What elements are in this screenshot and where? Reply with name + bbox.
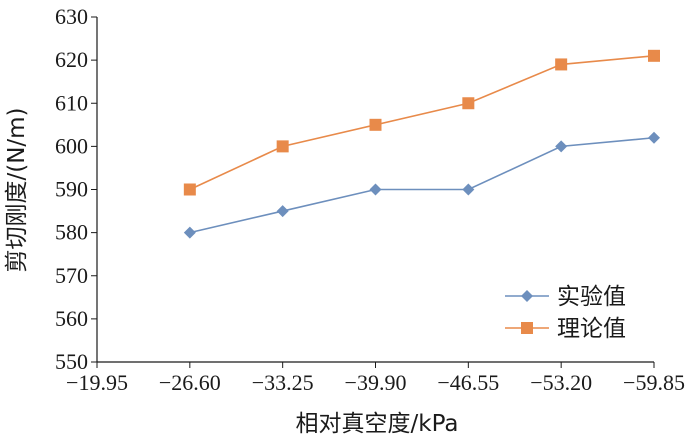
y-tick-label: 590 [55, 177, 88, 202]
legend-label: 理论值 [557, 316, 626, 342]
y-tick-label: 620 [55, 47, 88, 72]
x-tick-label: −53.20 [530, 370, 592, 395]
x-axis-ticks: −19.95 −26.60 −33.25 −39.90 −46.55 −53.20 −59.… [66, 362, 685, 395]
y-tick-label: 560 [55, 306, 88, 331]
data-point-diamond [648, 131, 660, 144]
y-axis-ticks: 550 560 570 580 590 600 610 620 630 [55, 4, 97, 374]
data-point-diamond [183, 226, 196, 239]
legend-marker-square [521, 322, 533, 334]
x-tick-label: −33.25 [252, 370, 314, 395]
series-line-2 [189, 55, 655, 191]
x-tick-label: −39.90 [345, 370, 407, 395]
y-axis-title: 剪切刚度/(N/m) [4, 107, 30, 272]
data-point-square [276, 140, 289, 153]
y-tick-label: 610 [55, 90, 88, 115]
data-point-square [648, 49, 660, 62]
x-tick-label: −19.95 [66, 370, 128, 395]
data-point-square [462, 97, 475, 110]
data-point-square [369, 118, 382, 131]
x-tick-label: −59.85 [623, 370, 685, 395]
y-tick-label: 600 [55, 133, 88, 158]
data-point-square [183, 183, 196, 196]
x-tick-label: −26.60 [159, 370, 221, 395]
y-tick-label: 630 [55, 4, 88, 29]
y-tick-label: 580 [55, 220, 88, 245]
data-point-diamond [462, 183, 475, 196]
data-point-square [555, 58, 568, 71]
y-tick-label: 550 [55, 349, 88, 374]
data-point-diamond [555, 140, 568, 153]
series-layer [183, 49, 660, 239]
x-axis-title: 相对真空度/kPa [296, 411, 459, 437]
y-tick-label: 570 [55, 263, 88, 288]
data-point-diamond [369, 183, 382, 196]
x-tick-label: −46.55 [437, 370, 499, 395]
legend-label: 实验值 [557, 284, 626, 310]
data-point-diamond [276, 205, 289, 218]
series-line-1 [189, 136, 655, 234]
legend-marker-diamond [521, 290, 533, 302]
